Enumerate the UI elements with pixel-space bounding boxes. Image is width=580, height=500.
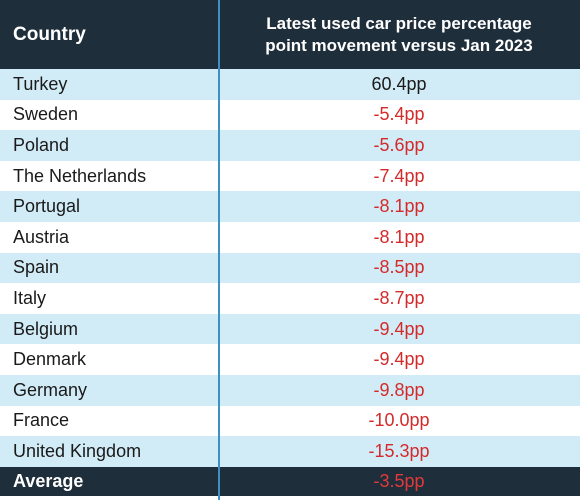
table-row: Belgium -9.4pp — [0, 313, 580, 345]
row-country: Spain — [13, 257, 60, 278]
footer-value: -3.5pp — [373, 470, 425, 491]
column-divider — [218, 0, 220, 500]
row-country: Germany — [13, 379, 88, 400]
row-country: Turkey — [13, 73, 68, 94]
row-country: Denmark — [13, 349, 87, 370]
table-row: United Kingdom -15.3pp — [0, 436, 580, 467]
row-country: The Netherlands — [13, 165, 147, 186]
row-value: 60.4pp — [371, 73, 427, 94]
table-footer: Average -3.5pp — [0, 466, 580, 496]
header-value-line2: point movement versus Jan 2023 — [265, 35, 533, 55]
table-row: Italy -8.7pp — [0, 283, 580, 314]
table-row: Portugal -8.1pp — [0, 191, 580, 222]
table-row: Denmark -9.4pp — [0, 344, 580, 375]
row-value: -9.4pp — [373, 318, 425, 339]
header-value: Latest used car price percentage point m… — [218, 0, 580, 69]
row-country: Portugal — [13, 196, 81, 217]
row-value: -10.0pp — [368, 410, 430, 431]
row-value: -15.3pp — [368, 440, 430, 461]
row-value: -7.4pp — [373, 165, 425, 186]
row-country: Italy — [13, 287, 47, 308]
table-body: Turkey 60.4pp Sweden -5.4pp Poland -5.6pp The … — [0, 69, 580, 467]
table-header: Country Latest used car price percentage… — [0, 0, 580, 69]
row-country: Sweden — [13, 104, 79, 125]
table-row: Austria -8.1pp — [0, 221, 580, 253]
row-value: -5.6pp — [373, 134, 425, 155]
row-country: Belgium — [13, 318, 79, 339]
row-country: Austria — [13, 226, 70, 247]
header-country: Country — [13, 23, 86, 45]
row-country: Poland — [13, 134, 70, 155]
table-row: The Netherlands -7.4pp — [0, 160, 580, 192]
row-value: -8.7pp — [373, 287, 425, 308]
row-value: -5.4pp — [373, 104, 425, 125]
row-value: -8.1pp — [373, 226, 425, 247]
row-country: France — [13, 410, 70, 431]
table-row: Poland -5.6pp — [0, 130, 580, 161]
row-value: -8.1pp — [373, 196, 425, 217]
table-row: France -10.0pp — [0, 405, 580, 437]
footer-label: Average — [13, 470, 84, 491]
row-country: United Kingdom — [13, 440, 142, 461]
table-row: Germany -9.8pp — [0, 374, 580, 406]
table-row: Turkey 60.4pp — [0, 69, 580, 100]
row-value: -9.4pp — [373, 349, 425, 370]
header-value-line1: Latest used car price percentage — [266, 13, 532, 33]
table-row: Sweden -5.4pp — [0, 99, 580, 131]
row-value: -9.8pp — [373, 379, 425, 400]
table-row: Spain -8.5pp — [0, 252, 580, 284]
row-value: -8.5pp — [373, 257, 425, 278]
